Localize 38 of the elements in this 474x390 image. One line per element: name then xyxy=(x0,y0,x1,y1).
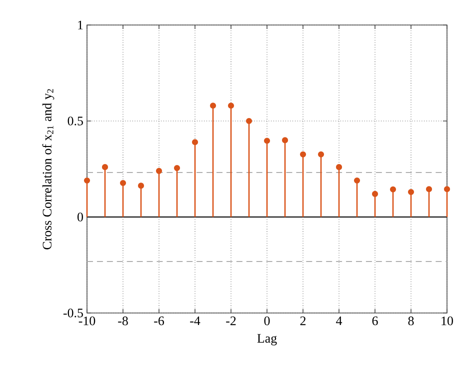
x-tick-label: -2 xyxy=(226,316,236,326)
point xyxy=(444,186,450,192)
x-tick-label: 0 xyxy=(264,316,270,326)
point xyxy=(174,165,180,172)
x-tick-label: 6 xyxy=(372,316,378,326)
x-tick-label: -6 xyxy=(154,316,164,326)
y-tick-label: 0 xyxy=(78,212,83,222)
point xyxy=(372,190,378,197)
point xyxy=(390,186,396,192)
point xyxy=(354,177,360,184)
point xyxy=(228,102,234,109)
x-tick-label: -10 xyxy=(78,316,96,326)
point xyxy=(84,177,90,184)
x-tick-label: 2 xyxy=(300,316,306,326)
x-tick-label: 10 xyxy=(442,316,453,326)
x-axis-title: Lag xyxy=(257,334,277,346)
point xyxy=(408,189,414,196)
point xyxy=(264,138,270,144)
point xyxy=(300,151,306,158)
x-tick-label: -4 xyxy=(190,316,200,326)
point xyxy=(282,137,288,144)
point xyxy=(192,139,198,146)
point xyxy=(426,186,432,192)
y-tick-label: -0.5 xyxy=(63,308,83,318)
point xyxy=(246,118,252,124)
point xyxy=(138,182,144,189)
y-tick-label: 1 xyxy=(78,20,83,30)
y-tick-label: 0.5 xyxy=(68,116,83,126)
x-tick-label: 8 xyxy=(408,316,414,326)
point xyxy=(318,151,324,158)
x-tick-label: 4 xyxy=(336,316,342,326)
point xyxy=(336,164,342,170)
point xyxy=(210,102,216,109)
point xyxy=(102,164,108,170)
y-axis-title: Cross Correlation of x$_{21}$ and y$_{2}$ xyxy=(42,89,54,250)
x-tick-label: -8 xyxy=(118,316,128,326)
point xyxy=(120,180,126,186)
point xyxy=(156,168,162,174)
